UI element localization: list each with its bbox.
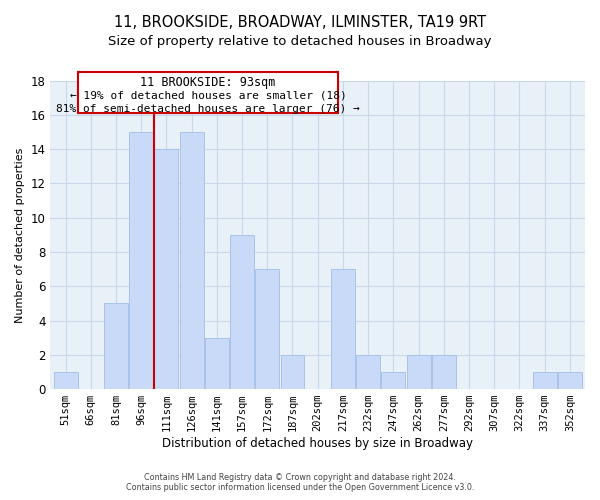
Text: 11, BROOKSIDE, BROADWAY, ILMINSTER, TA19 9RT: 11, BROOKSIDE, BROADWAY, ILMINSTER, TA19… [114,15,486,30]
Text: ← 19% of detached houses are smaller (18): ← 19% of detached houses are smaller (18… [70,90,346,100]
Bar [129,132,153,389]
Bar [331,269,355,389]
Bar [356,355,380,389]
Bar [533,372,557,389]
Y-axis label: Number of detached properties: Number of detached properties [15,147,25,322]
Bar [179,132,203,389]
Bar [255,269,279,389]
Bar [230,235,254,389]
Text: Contains HM Land Registry data © Crown copyright and database right 2024.
Contai: Contains HM Land Registry data © Crown c… [126,473,474,492]
FancyBboxPatch shape [78,72,338,113]
Bar [558,372,582,389]
Bar [104,304,128,389]
Bar [53,372,77,389]
Text: 81% of semi-detached houses are larger (76) →: 81% of semi-detached houses are larger (… [56,104,360,114]
X-axis label: Distribution of detached houses by size in Broadway: Distribution of detached houses by size … [162,437,473,450]
Text: Size of property relative to detached houses in Broadway: Size of property relative to detached ho… [108,35,492,48]
Bar [382,372,406,389]
Bar [407,355,431,389]
Bar [432,355,456,389]
Bar [281,355,304,389]
Bar [154,149,178,389]
Text: 11 BROOKSIDE: 93sqm: 11 BROOKSIDE: 93sqm [140,76,276,90]
Bar [205,338,229,389]
